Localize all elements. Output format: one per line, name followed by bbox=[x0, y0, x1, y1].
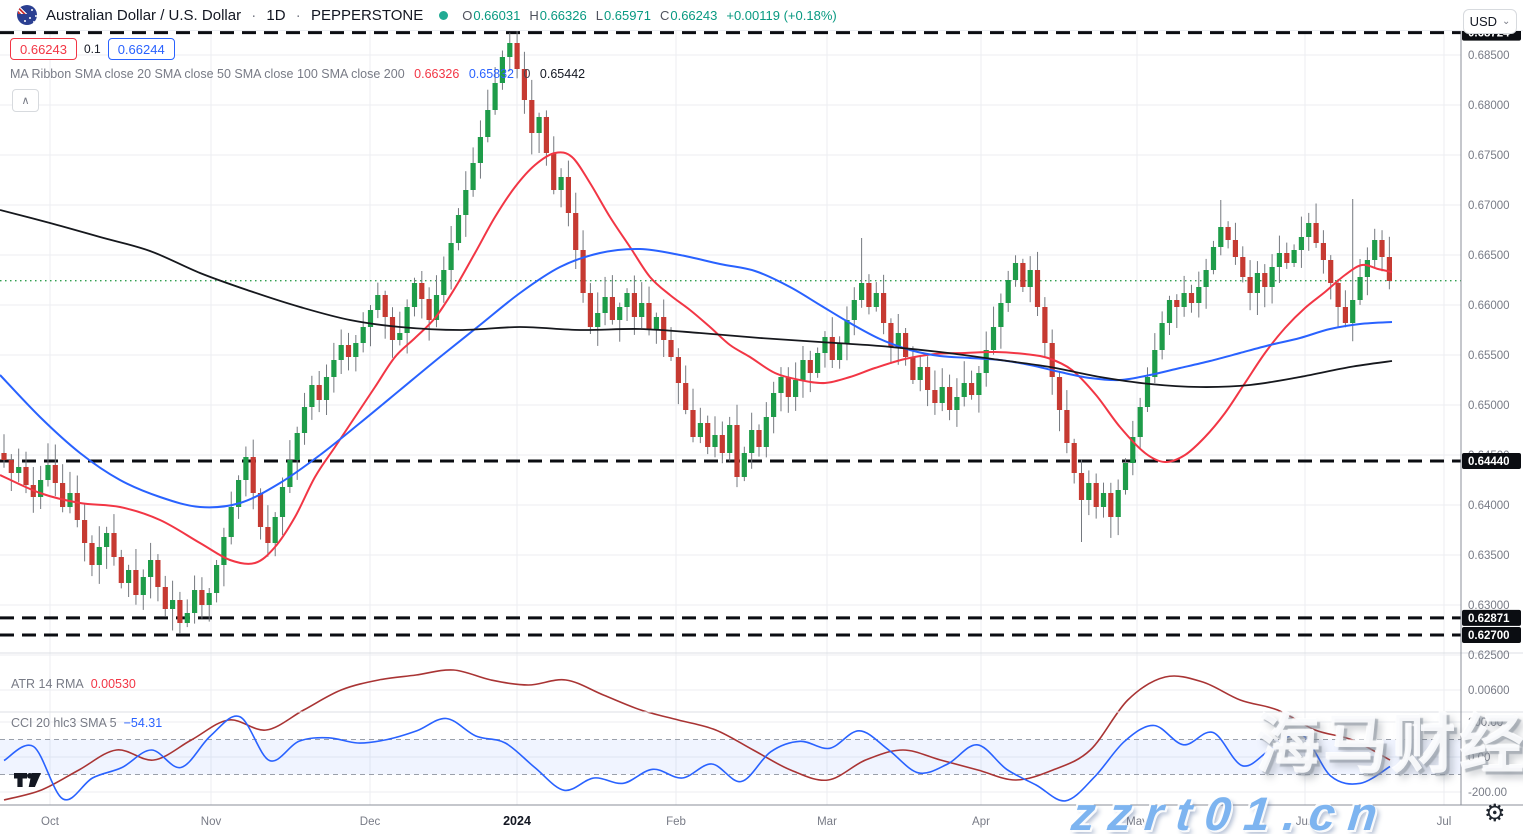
svg-text:2024: 2024 bbox=[503, 814, 531, 828]
svg-text:200.00: 200.00 bbox=[1468, 717, 1503, 729]
cci-legend[interactable]: CCI 20 hlc3 SMA 5 −54.31 bbox=[11, 716, 162, 730]
ma-line-sma200[interactable] bbox=[0, 209, 1393, 388]
tradingview-logo[interactable] bbox=[14, 773, 45, 797]
ma-ribbon-title: MA Ribbon SMA close 20 SMA close 50 SMA … bbox=[10, 67, 405, 81]
ma-line-sma50[interactable] bbox=[0, 247, 1393, 509]
svg-text:0.62700: 0.62700 bbox=[1468, 630, 1510, 642]
high-value: 0.66326 bbox=[539, 7, 587, 23]
cci-title: CCI 20 hlc3 SMA 5 bbox=[11, 716, 117, 730]
level-price-label bbox=[1462, 453, 1521, 469]
open-value: 0.66031 bbox=[473, 7, 521, 23]
symbol-title[interactable]: Australian Dollar / U.S. Dollar · 1D · P… bbox=[46, 7, 423, 24]
svg-text:Nov: Nov bbox=[201, 816, 222, 828]
svg-text:-200.00: -200.00 bbox=[1468, 787, 1507, 799]
sma20-value: 0.66326 bbox=[414, 67, 460, 81]
sma200-value: 0.65442 bbox=[539, 67, 586, 81]
title-separator: · bbox=[251, 6, 257, 24]
svg-text:0.65500: 0.65500 bbox=[1468, 350, 1510, 362]
timeframe-label[interactable]: 1D bbox=[266, 6, 286, 24]
svg-text:Jun: Jun bbox=[1296, 816, 1315, 828]
high-label: H bbox=[529, 7, 539, 23]
low-label: L bbox=[595, 7, 603, 23]
ma-ribbon-legend[interactable]: MA Ribbon SMA close 20 SMA close 50 SMA … bbox=[10, 67, 591, 81]
sma50-value: 0.65832 bbox=[468, 67, 514, 81]
ma-line-sma20[interactable] bbox=[0, 151, 1393, 565]
svg-text:Mar: Mar bbox=[817, 816, 837, 828]
svg-text:May: May bbox=[1126, 816, 1148, 828]
open-label: O bbox=[462, 7, 473, 23]
svg-text:0.00600: 0.00600 bbox=[1468, 685, 1510, 697]
candles-layer[interactable] bbox=[1, 22, 1392, 634]
svg-text:0.65000: 0.65000 bbox=[1468, 400, 1510, 412]
symbol-name: Australian Dollar / U.S. Dollar bbox=[46, 6, 242, 24]
collapse-indicator-button[interactable]: ∧ bbox=[12, 89, 39, 112]
cci-line[interactable] bbox=[3, 715, 1391, 802]
atr-legend[interactable]: ATR 14 RMA 0.00530 bbox=[11, 677, 136, 691]
chevron-up-icon: ∧ bbox=[21, 95, 30, 107]
market-status-icon bbox=[439, 10, 449, 20]
watermark-text-cn: 海马财经 bbox=[1256, 709, 1523, 781]
svg-text:Oct: Oct bbox=[41, 816, 60, 828]
close-label: C bbox=[659, 7, 670, 23]
currency-toggle-button[interactable]: USD ⌄ bbox=[1463, 9, 1517, 34]
svg-text:0.66500: 0.66500 bbox=[1468, 250, 1510, 262]
atr-title: ATR 14 RMA bbox=[11, 677, 84, 691]
sell-price-button[interactable]: 0.66243 bbox=[10, 38, 77, 60]
level-price-label bbox=[1462, 609, 1521, 626]
svg-text:0.68000: 0.68000 bbox=[1468, 100, 1510, 112]
atr-line[interactable] bbox=[3, 669, 1391, 801]
svg-text:0.62871: 0.62871 bbox=[1468, 613, 1510, 625]
level-price-label bbox=[1462, 627, 1521, 643]
chevron-down-icon: ⌄ bbox=[1502, 16, 1511, 27]
svg-text:0.64440: 0.64440 bbox=[1468, 456, 1510, 468]
svg-text:0.67000: 0.67000 bbox=[1468, 200, 1510, 212]
low-value: 0.65971 bbox=[603, 7, 651, 23]
svg-text:0.68500: 0.68500 bbox=[1468, 50, 1510, 62]
svg-text:0.62500: 0.62500 bbox=[1468, 650, 1510, 662]
bid-ask-panel: 0.66243 0.1 0.66244 bbox=[10, 38, 175, 60]
change-value: +0.00119 (+0.18%) bbox=[726, 7, 837, 23]
svg-text:0.63500: 0.63500 bbox=[1468, 550, 1510, 562]
svg-text:Feb: Feb bbox=[666, 816, 686, 828]
sma100-value-occluded: 0 bbox=[523, 67, 531, 81]
chart-header: Australian Dollar / U.S. Dollar · 1D · P… bbox=[0, 0, 1523, 31]
svg-text:0.63000: 0.63000 bbox=[1468, 600, 1510, 612]
watermark-text-url: zzrt01.cn bbox=[1069, 787, 1393, 834]
svg-text:Apr: Apr bbox=[972, 816, 990, 828]
exchange-label: PEPPERSTONE bbox=[310, 6, 424, 24]
svg-text:0.67500: 0.67500 bbox=[1468, 150, 1510, 162]
settings-gear-icon[interactable]: ⚙ bbox=[1484, 800, 1506, 827]
svg-text:0.00: 0.00 bbox=[1468, 752, 1490, 764]
close-value: 0.66243 bbox=[670, 7, 718, 23]
svg-text:Dec: Dec bbox=[360, 816, 381, 828]
svg-text:Jul: Jul bbox=[1437, 816, 1452, 828]
australia-flag-icon bbox=[17, 5, 37, 25]
atr-value: 0.00530 bbox=[90, 677, 136, 691]
title-separator: · bbox=[295, 6, 301, 24]
cci-value: −54.31 bbox=[123, 716, 163, 730]
svg-text:0.66000: 0.66000 bbox=[1468, 300, 1510, 312]
buy-price-button[interactable]: 0.66244 bbox=[107, 38, 175, 60]
currency-label: USD bbox=[1469, 14, 1498, 29]
ohlc-readout: O0.66031 H0.66326 L0.65971 C0.66243 bbox=[462, 8, 717, 23]
svg-text:0.64000: 0.64000 bbox=[1468, 500, 1510, 512]
spread-label: 0.1 bbox=[84, 42, 101, 56]
